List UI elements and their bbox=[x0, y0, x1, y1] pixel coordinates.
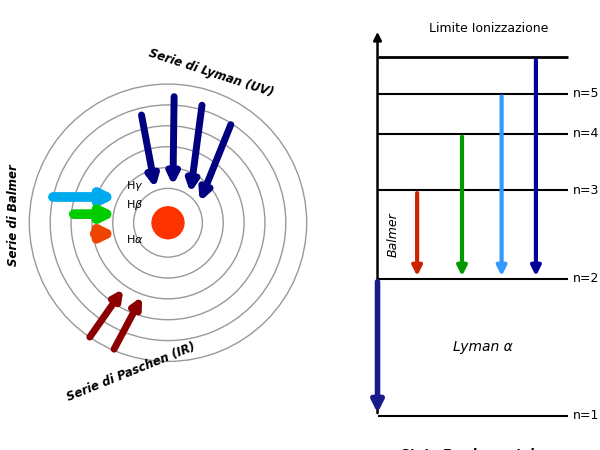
Text: n=4: n=4 bbox=[573, 127, 599, 140]
Text: Serie di Balmer: Serie di Balmer bbox=[7, 165, 20, 266]
Text: Lyman α: Lyman α bbox=[453, 340, 513, 355]
Text: n=5: n=5 bbox=[573, 87, 599, 100]
Text: Serie di Lyman (UV): Serie di Lyman (UV) bbox=[147, 47, 275, 99]
Text: Balmer: Balmer bbox=[387, 212, 400, 257]
Text: Serie di Paschen (IR): Serie di Paschen (IR) bbox=[65, 341, 197, 404]
Text: H$\beta$: H$\beta$ bbox=[126, 198, 143, 212]
Circle shape bbox=[152, 207, 184, 238]
Text: Limite Ionizzazione: Limite Ionizzazione bbox=[429, 22, 548, 35]
Text: Stato Fondamentale: Stato Fondamentale bbox=[401, 448, 544, 450]
Text: n=2: n=2 bbox=[573, 272, 599, 285]
Text: n=1: n=1 bbox=[573, 410, 599, 423]
Text: n=3: n=3 bbox=[573, 184, 599, 197]
Text: H$\alpha$: H$\alpha$ bbox=[126, 233, 144, 244]
Text: H$\gamma$: H$\gamma$ bbox=[126, 179, 144, 194]
